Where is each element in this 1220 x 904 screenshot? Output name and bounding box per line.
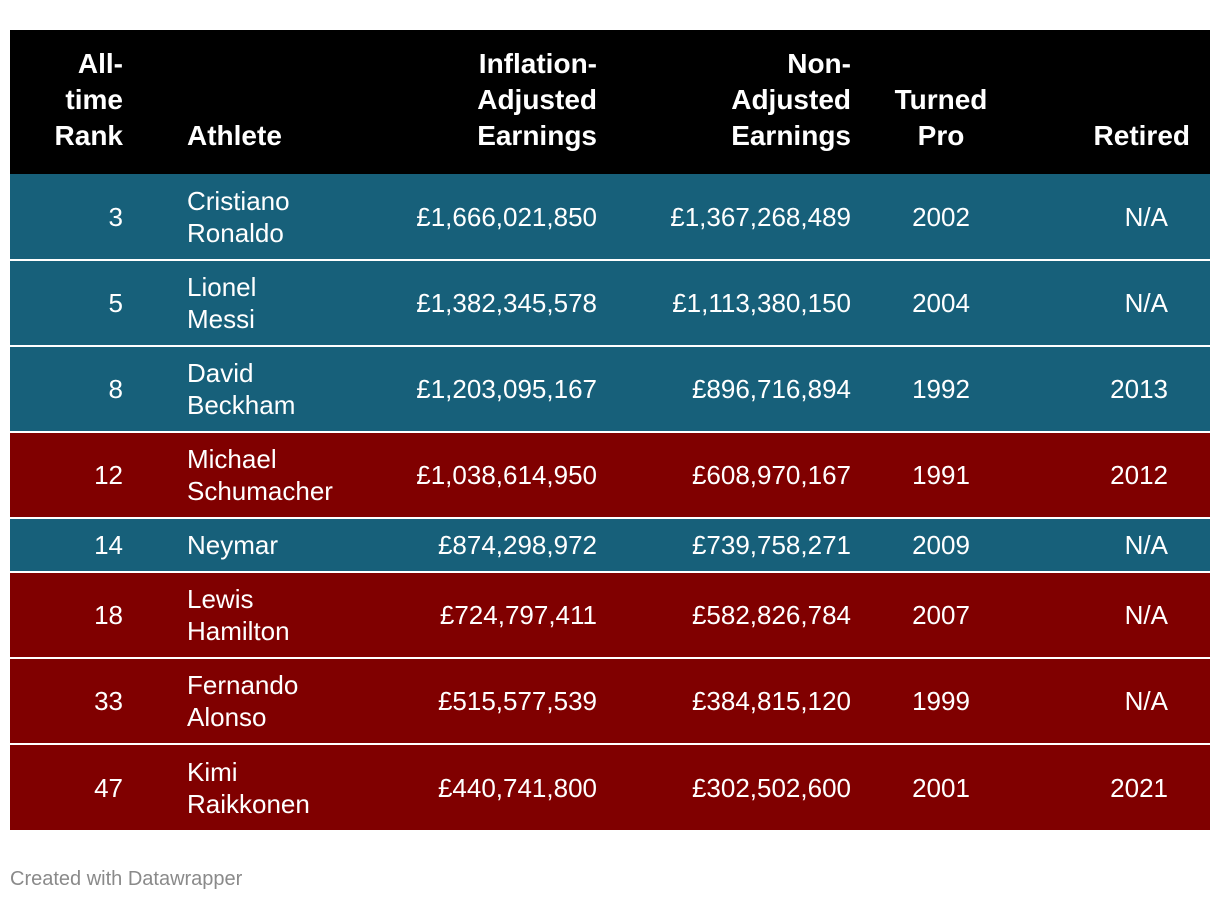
cell-retired: 2013: [1110, 374, 1168, 404]
cell-inflation-adjusted: £724,797,411: [439, 600, 597, 630]
cell-rank: 5: [108, 288, 123, 318]
cell-spacer: [123, 744, 187, 830]
table-row: 8 David Beckham £1,203,095,167 £896,716,894…: [10, 346, 1210, 432]
cell-non-adjusted: £302,502,600: [691, 772, 851, 803]
header-non-adjusted: Non- Adjusted Earnings: [731, 48, 851, 151]
cell-spacer: [123, 174, 187, 260]
cell-rank: 12: [94, 460, 123, 490]
cell-turned-pro: 2002: [912, 201, 970, 232]
cell-athlete: Cristiano Ronaldo: [187, 185, 290, 248]
earnings-table-container: All- time Rank Athlete Inflation- Adjust…: [10, 30, 1210, 830]
cell-rank: 14: [94, 530, 123, 560]
header-spacer: [123, 30, 187, 174]
table-row: 12 Michael Schumacher £1,038,614,950 £608,9…: [10, 432, 1210, 518]
table-row: 33 Fernando Alonso £515,577,539 £384,815,12…: [10, 658, 1210, 744]
cell-spacer: [123, 518, 187, 572]
table-row: 3 Cristiano Ronaldo £1,666,021,850 £1,367,2…: [10, 174, 1210, 260]
cell-non-adjusted: £384,815,120: [691, 686, 851, 716]
cell-retired: 2021: [1110, 772, 1168, 803]
cell-rank: 18: [94, 600, 123, 630]
header-turned-pro: Turned Pro: [894, 84, 988, 151]
cell-turned-pro: 2007: [912, 600, 970, 630]
cell-athlete: Michael Schumacher: [187, 444, 333, 506]
cell-turned-pro: 1991: [912, 460, 970, 490]
cell-athlete: Lewis Hamilton: [187, 584, 290, 646]
cell-retired: N/A: [1124, 288, 1168, 318]
cell-retired: N/A: [1124, 201, 1168, 232]
header-retired: Retired: [1093, 120, 1190, 151]
table-row: 18 Lewis Hamilton £724,797,411 £582,826,784…: [10, 572, 1210, 658]
cell-rank: 3: [108, 201, 123, 232]
header-athlete: Athlete: [187, 120, 282, 151]
cell-inflation-adjusted: £874,298,972: [437, 530, 597, 560]
header-row: All- time Rank Athlete Inflation- Adjust…: [10, 30, 1210, 174]
table-row: 14 Neymar £874,298,972 £739,758,271 2009 N/A: [10, 518, 1210, 572]
cell-non-adjusted: £739,758,271: [691, 530, 851, 560]
cell-retired: N/A: [1124, 530, 1168, 560]
header-rank: All- time Rank: [54, 48, 123, 151]
cell-spacer: [123, 432, 187, 518]
header-inflation-adjusted: Inflation- Adjusted Earnings: [477, 48, 597, 151]
cell-athlete: Kimi Raikkonen: [187, 756, 310, 819]
cell-inflation-adjusted: £1,666,021,850: [416, 201, 597, 232]
cell-turned-pro: 2001: [912, 772, 970, 803]
cell-turned-pro: 1992: [912, 374, 970, 404]
cell-inflation-adjusted: £1,382,345,578: [416, 288, 597, 318]
cell-non-adjusted: £608,970,167: [691, 460, 851, 490]
cell-spacer: [123, 658, 187, 744]
cell-inflation-adjusted: £440,741,800: [437, 772, 597, 803]
cell-non-adjusted: £1,113,380,150: [672, 288, 851, 318]
cell-non-adjusted: £896,716,894: [691, 374, 851, 404]
cell-turned-pro: 2009: [912, 530, 970, 560]
cell-retired: N/A: [1124, 686, 1168, 716]
table-row: 47 Kimi Raikkonen £440,741,800 £302,502,600…: [10, 744, 1210, 830]
table-header: All- time Rank Athlete Inflation- Adjust…: [10, 30, 1210, 174]
cell-non-adjusted: £1,367,268,489: [670, 201, 851, 232]
cell-spacer: [123, 572, 187, 658]
table-row: 5 Lionel Messi £1,382,345,578 £1,113,380,15…: [10, 260, 1210, 346]
cell-spacer: [123, 346, 187, 432]
cell-athlete: Lionel Messi: [187, 272, 257, 334]
cell-spacer: [123, 260, 187, 346]
cell-inflation-adjusted: £515,577,539: [437, 686, 597, 716]
cell-inflation-adjusted: £1,038,614,950: [416, 460, 597, 490]
cell-turned-pro: 2004: [912, 288, 970, 318]
cell-rank: 8: [108, 374, 123, 404]
earnings-table: All- time Rank Athlete Inflation- Adjust…: [10, 30, 1210, 830]
cell-athlete: Fernando Alonso: [187, 670, 299, 732]
cell-non-adjusted: £582,826,784: [691, 600, 851, 630]
datawrapper-credit: Created with Datawrapper: [10, 868, 243, 890]
cell-rank: 33: [94, 686, 123, 716]
cell-turned-pro: 1999: [912, 686, 970, 716]
cell-rank: 47: [94, 772, 123, 803]
table-body: 3 Cristiano Ronaldo £1,666,021,850 £1,367,2…: [10, 174, 1210, 830]
cell-athlete: David Beckham: [187, 358, 296, 420]
cell-retired: N/A: [1124, 600, 1168, 630]
cell-retired: 2012: [1110, 460, 1168, 490]
cell-athlete: Neymar: [187, 530, 279, 560]
cell-inflation-adjusted: £1,203,095,167: [416, 374, 597, 404]
